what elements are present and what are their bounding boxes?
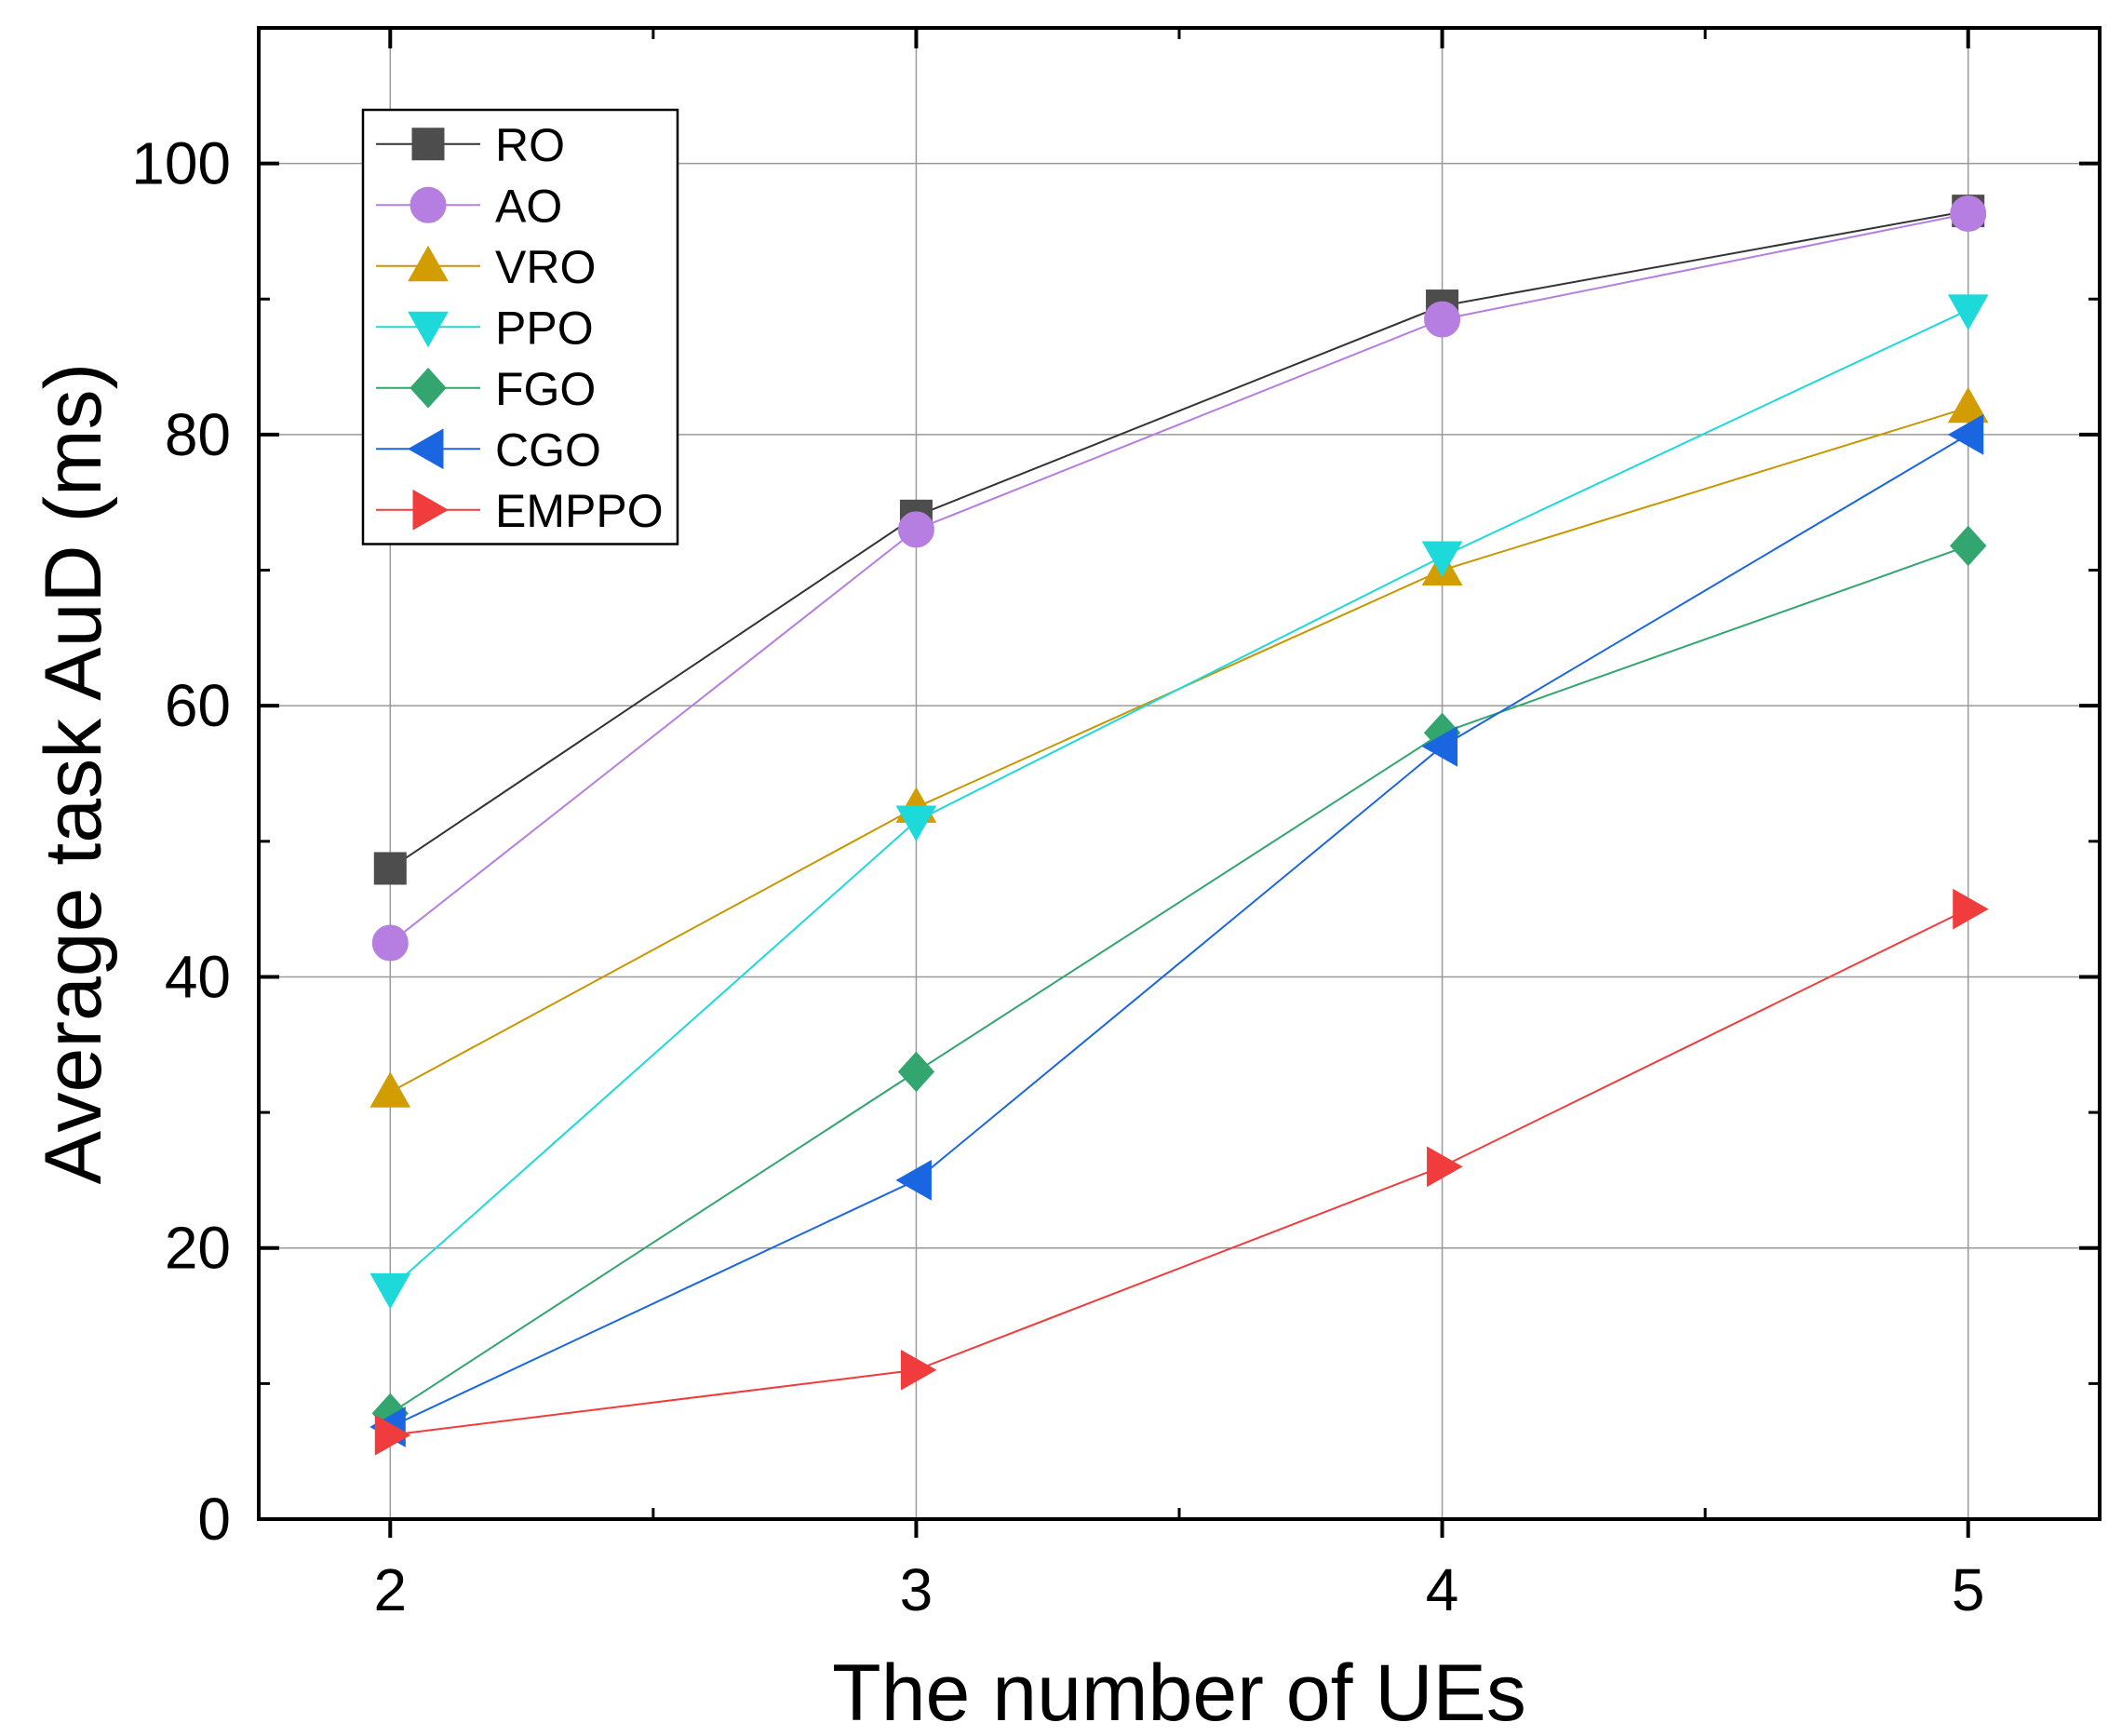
series-line-cgo (389, 434, 1969, 1428)
data-point-ao (1950, 195, 1987, 233)
series-line-fgo (389, 545, 1969, 1415)
legend-marker (410, 368, 447, 409)
data-point-ao (371, 924, 409, 962)
axis-ticks: 0 20 40 60 80 100 2 3 4 5 (131, 28, 2100, 1623)
series-line-ro (389, 209, 1968, 869)
legend-entry-fgo: FGO (376, 363, 596, 415)
data-point-ro (373, 852, 407, 885)
legend-label: FGO (495, 363, 596, 415)
legend-marker (407, 428, 444, 470)
data-point-fgo (1950, 525, 1987, 567)
data-point-ppo (1947, 294, 1989, 330)
legend-entry-cgo: CGO (376, 424, 601, 476)
y-tick-label: 80 (165, 401, 231, 468)
series-layer (369, 195, 1989, 1456)
x-tick-label: 4 (1426, 1556, 1459, 1623)
data-point-cgo (1947, 414, 1984, 455)
legend-entry-emppo: EMPPO (376, 485, 664, 537)
data-point-vro (369, 1071, 411, 1108)
data-point-ao (1424, 301, 1461, 338)
series-fgo (389, 545, 1969, 1415)
legend-label: RO (495, 119, 565, 171)
series-line-ao (389, 212, 1968, 944)
x-tick-label: 3 (900, 1556, 933, 1623)
y-tick-label: 60 (165, 672, 231, 739)
x-tick-label: 5 (1952, 1556, 1985, 1623)
series-markers-emppo (374, 888, 1989, 1456)
legend-marker (411, 128, 445, 161)
legend-label: EMPPO (495, 485, 664, 537)
data-point-ao (897, 511, 934, 548)
data-point-cgo (895, 1160, 932, 1201)
x-axis-title: The number of UEs (832, 1649, 1526, 1736)
series-markers-fgo (371, 525, 1987, 1434)
y-tick-label: 20 (165, 1215, 231, 1282)
data-point-ppo (369, 1272, 411, 1310)
y-axis-title: Average task AuD (ms) (29, 363, 118, 1185)
legend-entry-ao: AO (376, 180, 562, 232)
legend: RO AO VRO PPO FGO CGO EMPPO (361, 108, 679, 545)
data-point-emppo (1427, 1146, 1463, 1188)
legend-label: CGO (495, 424, 601, 476)
data-point-fgo (897, 1051, 935, 1093)
data-point-cgo (1421, 726, 1458, 767)
legend-marker (408, 311, 449, 348)
legend-entry-vro: VRO (376, 241, 596, 293)
legend-label: PPO (495, 302, 594, 354)
legend-marker (408, 245, 449, 282)
y-tick-label: 100 (131, 130, 231, 197)
data-point-ppo (895, 805, 937, 841)
legend-label: AO (495, 180, 562, 232)
series-markers-ao (371, 195, 1987, 962)
series-ppo (389, 309, 1969, 1290)
data-point-ppo (1421, 541, 1463, 577)
legend-marker (410, 186, 447, 223)
data-point-emppo (900, 1349, 937, 1391)
data-point-vro (1947, 386, 1989, 424)
series-line-ppo (389, 309, 1969, 1290)
series-ro (389, 209, 1968, 869)
y-tick-label: 0 (197, 1486, 231, 1553)
series-line-emppo (390, 908, 1969, 1436)
data-point-emppo (374, 1414, 411, 1456)
y-tick-label: 40 (165, 943, 231, 1010)
series-markers-ppo (369, 294, 1989, 1310)
legend-entry-ppo: PPO (376, 302, 594, 354)
x-tick-label: 2 (373, 1556, 407, 1623)
series-emppo (390, 908, 1969, 1436)
legend-label: VRO (495, 241, 596, 293)
legend-entry-ro: RO (376, 119, 565, 171)
legend-marker (412, 489, 450, 531)
data-point-emppo (1953, 888, 1989, 930)
series-ao (389, 212, 1968, 944)
series-cgo (389, 434, 1969, 1428)
